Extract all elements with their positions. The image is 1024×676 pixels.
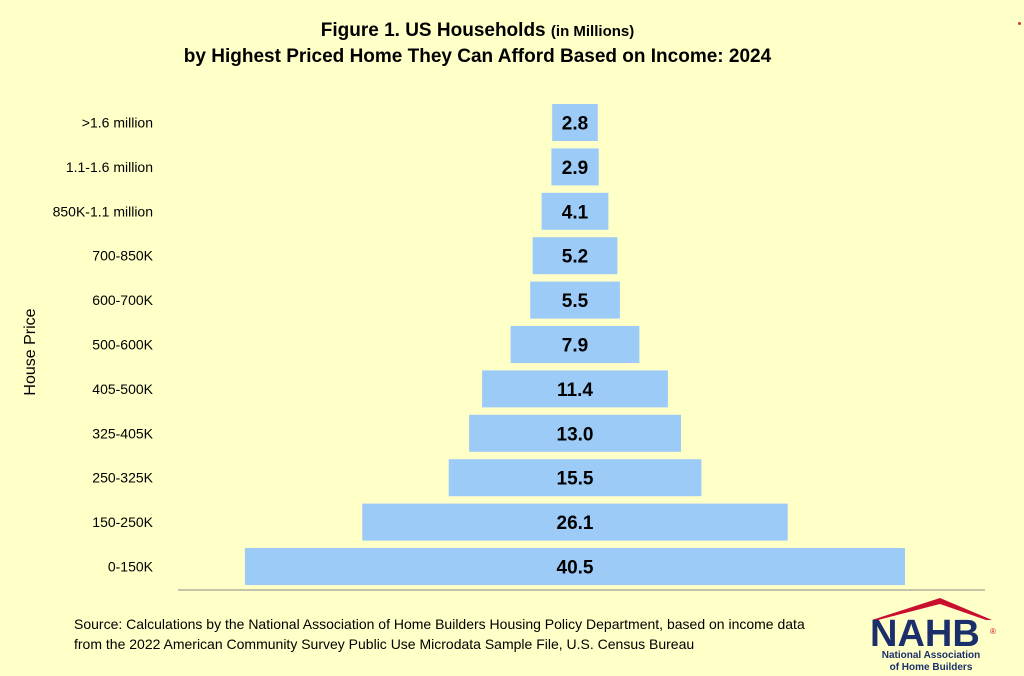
data-label: 2.9 (562, 158, 588, 179)
logo-caption-line2: of Home Builders (889, 662, 973, 673)
data-label: 4.1 (562, 202, 589, 223)
category-tick-label: 325-405K (92, 425, 153, 441)
category-tick-label: 150-250K (92, 514, 153, 530)
data-label: 15.5 (557, 469, 594, 490)
data-label: 40.5 (557, 558, 594, 579)
chart-title-main: Figure 1. US Households (320, 20, 546, 41)
data-label: 11.4 (557, 380, 593, 401)
category-tick-label: 0-150K (108, 559, 154, 575)
chart-title: Figure 1. US Households (in Millions) (0, 20, 955, 42)
source-note: Source: Calculations by the National Ass… (74, 616, 805, 652)
data-label: 5.2 (562, 247, 588, 268)
bar (551, 148, 599, 186)
data-label: 2.8 (562, 114, 588, 135)
bar (469, 414, 681, 452)
chart-title-unit: (in Millions) (550, 23, 635, 40)
category-tick-label: 1.1-1.6 million (66, 159, 153, 175)
data-label: 5.5 (562, 291, 589, 312)
bar (530, 281, 620, 319)
chart-subtitle: by Highest Priced Home They Can Afford B… (183, 46, 772, 67)
category-tick-label: 250-325K (92, 470, 153, 486)
logo-caption-line1: National Association (881, 650, 981, 661)
data-label: 26.1 (557, 513, 594, 534)
logo-text: NAHB (870, 613, 980, 655)
bar (482, 370, 668, 408)
bar (448, 459, 702, 497)
bar (510, 326, 640, 363)
red-dot-mark (1018, 22, 1021, 25)
logo-caption: National Association of Home Builders (866, 650, 996, 674)
category-tick-label: 500-600K (92, 337, 153, 353)
bar (541, 192, 609, 230)
svg-text:®: ® (990, 627, 996, 636)
category-tick-label: 700-850K (92, 248, 153, 264)
bar (362, 503, 788, 541)
category-tick-label: 850K-1.1 million (53, 203, 153, 219)
bar (244, 548, 905, 585)
bar (532, 237, 618, 275)
data-label: 13.0 (557, 424, 594, 445)
category-tick-label: >1.6 million (82, 115, 153, 131)
category-tick-label: 405-500K (92, 381, 153, 397)
bar (552, 104, 598, 141)
nahb-logo: NAHB ® (870, 598, 996, 655)
category-tick-label: 600-700K (92, 292, 153, 308)
data-label: 7.9 (562, 336, 588, 357)
